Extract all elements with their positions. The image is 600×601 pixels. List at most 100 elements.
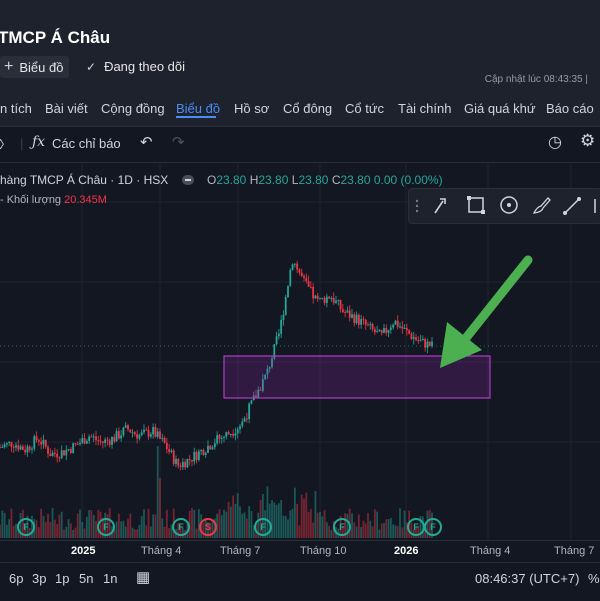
time-label: Tháng 4 (470, 545, 511, 557)
event-marker-split[interactable]: S (199, 518, 217, 536)
candle-body (154, 426, 157, 437)
indicators-button[interactable]: Các chỉ báo (52, 136, 121, 151)
candle-body (172, 450, 175, 464)
volume-bar (60, 511, 63, 538)
candle-body (335, 300, 337, 303)
volume-bar (371, 526, 374, 538)
clock-timezone[interactable]: 08:46:37 (UTC+7) (475, 571, 580, 586)
volume-bar (330, 529, 333, 538)
event-marker-financial[interactable]: F (254, 518, 272, 536)
candle-body (296, 263, 299, 270)
volume-bar (389, 518, 392, 538)
volume-bar (145, 525, 148, 538)
volume-bar (394, 525, 397, 538)
tab-financials[interactable]: Tài chính (398, 101, 452, 116)
tab-shareholders[interactable]: Cổ đông (283, 101, 333, 116)
tab-analysis[interactable]: n tích (0, 101, 32, 116)
volume-bar (387, 519, 390, 538)
candle-body (385, 328, 388, 333)
indicator-fx-icon[interactable]: ƒx (32, 134, 46, 150)
range-3m-button[interactable]: 3p (32, 571, 47, 586)
candle-body (403, 327, 406, 329)
volume-bar (81, 522, 84, 538)
close-value: 23.80 (340, 173, 371, 187)
candle-body (51, 452, 54, 457)
tab-dividends[interactable]: Cổ tức (345, 101, 385, 116)
candle-body (21, 446, 24, 450)
tab-articles[interactable]: Bài viết (45, 101, 88, 116)
candle-body (140, 432, 143, 436)
time-label: Tháng 4 (141, 545, 182, 557)
event-marker-financial[interactable]: F (17, 518, 35, 536)
event-marker-financial[interactable]: F (172, 518, 190, 536)
volume-bar (129, 513, 132, 538)
candle-body (277, 333, 280, 337)
candle-body (161, 438, 164, 440)
candle-body (239, 426, 241, 430)
chart-button[interactable]: + Biểu đồ (0, 56, 70, 78)
candle-body (225, 432, 228, 437)
volume-bar (90, 510, 93, 538)
event-marker-financial[interactable]: F (407, 518, 425, 536)
date-range-icon[interactable]: ▦ (136, 569, 151, 586)
range-5d-button[interactable]: 5n (79, 571, 94, 586)
path-tool-icon[interactable] (434, 198, 446, 214)
candle-body (341, 309, 344, 313)
candle-body (131, 432, 134, 434)
candle-body (229, 433, 232, 435)
candle-body (138, 435, 141, 439)
interval-icon[interactable]: ◊ (0, 136, 4, 152)
candle-body (234, 433, 237, 436)
visibility-icon[interactable] (181, 174, 194, 185)
chart-legend: hàng TMCP Á Châu · 1D · HSX O23.80 H23.8… (0, 173, 443, 187)
tab-chart[interactable]: Biểu đồ (176, 101, 221, 116)
range-1m-button[interactable]: 1p (55, 571, 70, 586)
tab-reports[interactable]: Báo cáo (546, 101, 594, 116)
redo-icon[interactable]: ↷ (172, 134, 185, 151)
volume-bar (223, 509, 225, 538)
candle-body (83, 438, 86, 444)
follow-button[interactable]: ✓ Đang theo dõi (86, 59, 185, 74)
candle-body (97, 440, 100, 442)
tab-profile[interactable]: Hồ sơ (234, 101, 270, 116)
percent-toggle[interactable]: % (588, 571, 600, 586)
candle-body (325, 296, 328, 303)
rectangle-tool-icon[interactable] (467, 196, 485, 214)
brush-tool-icon[interactable] (532, 197, 551, 214)
replay-icon[interactable]: ◷ (548, 134, 562, 151)
event-marker-financial[interactable]: F (424, 518, 442, 536)
volume-bar (40, 508, 43, 538)
range-1d-button[interactable]: 1n (103, 571, 118, 586)
candle-body (85, 440, 88, 444)
volume-bar (165, 509, 168, 538)
volume-bar (405, 522, 408, 538)
candle-body (63, 450, 65, 456)
close-key: C (331, 173, 341, 187)
trendline-tool-icon[interactable] (563, 197, 581, 215)
candle-body (149, 434, 152, 437)
tab-community[interactable]: Cộng đồng (101, 101, 165, 116)
candle-body (170, 450, 173, 452)
candle-body (321, 297, 324, 299)
volume-bar (303, 498, 305, 538)
annotation-arrow (440, 255, 533, 368)
circle-tool-icon[interactable] (500, 196, 518, 214)
volume-bar (124, 526, 127, 538)
volume-bar (168, 528, 171, 538)
candle-body (184, 461, 187, 468)
volume-bar (136, 529, 139, 538)
event-marker-financial[interactable]: F (97, 518, 115, 536)
time-label: 2025 (71, 545, 96, 557)
candle-body (344, 312, 347, 314)
tab-history[interactable]: Giá quá khứ (464, 101, 536, 116)
range-6m-button[interactable]: 6p (9, 571, 24, 586)
time-axis[interactable] (0, 540, 600, 563)
settings-gear-icon[interactable]: ⚙ (580, 131, 596, 150)
event-marker-financial[interactable]: F (333, 518, 351, 536)
undo-icon[interactable]: ↶ (140, 134, 153, 151)
candle-body (88, 436, 91, 441)
candle-body (415, 337, 417, 340)
candle-body (282, 314, 285, 320)
volume-bar (58, 514, 61, 538)
candle-body (168, 449, 171, 452)
